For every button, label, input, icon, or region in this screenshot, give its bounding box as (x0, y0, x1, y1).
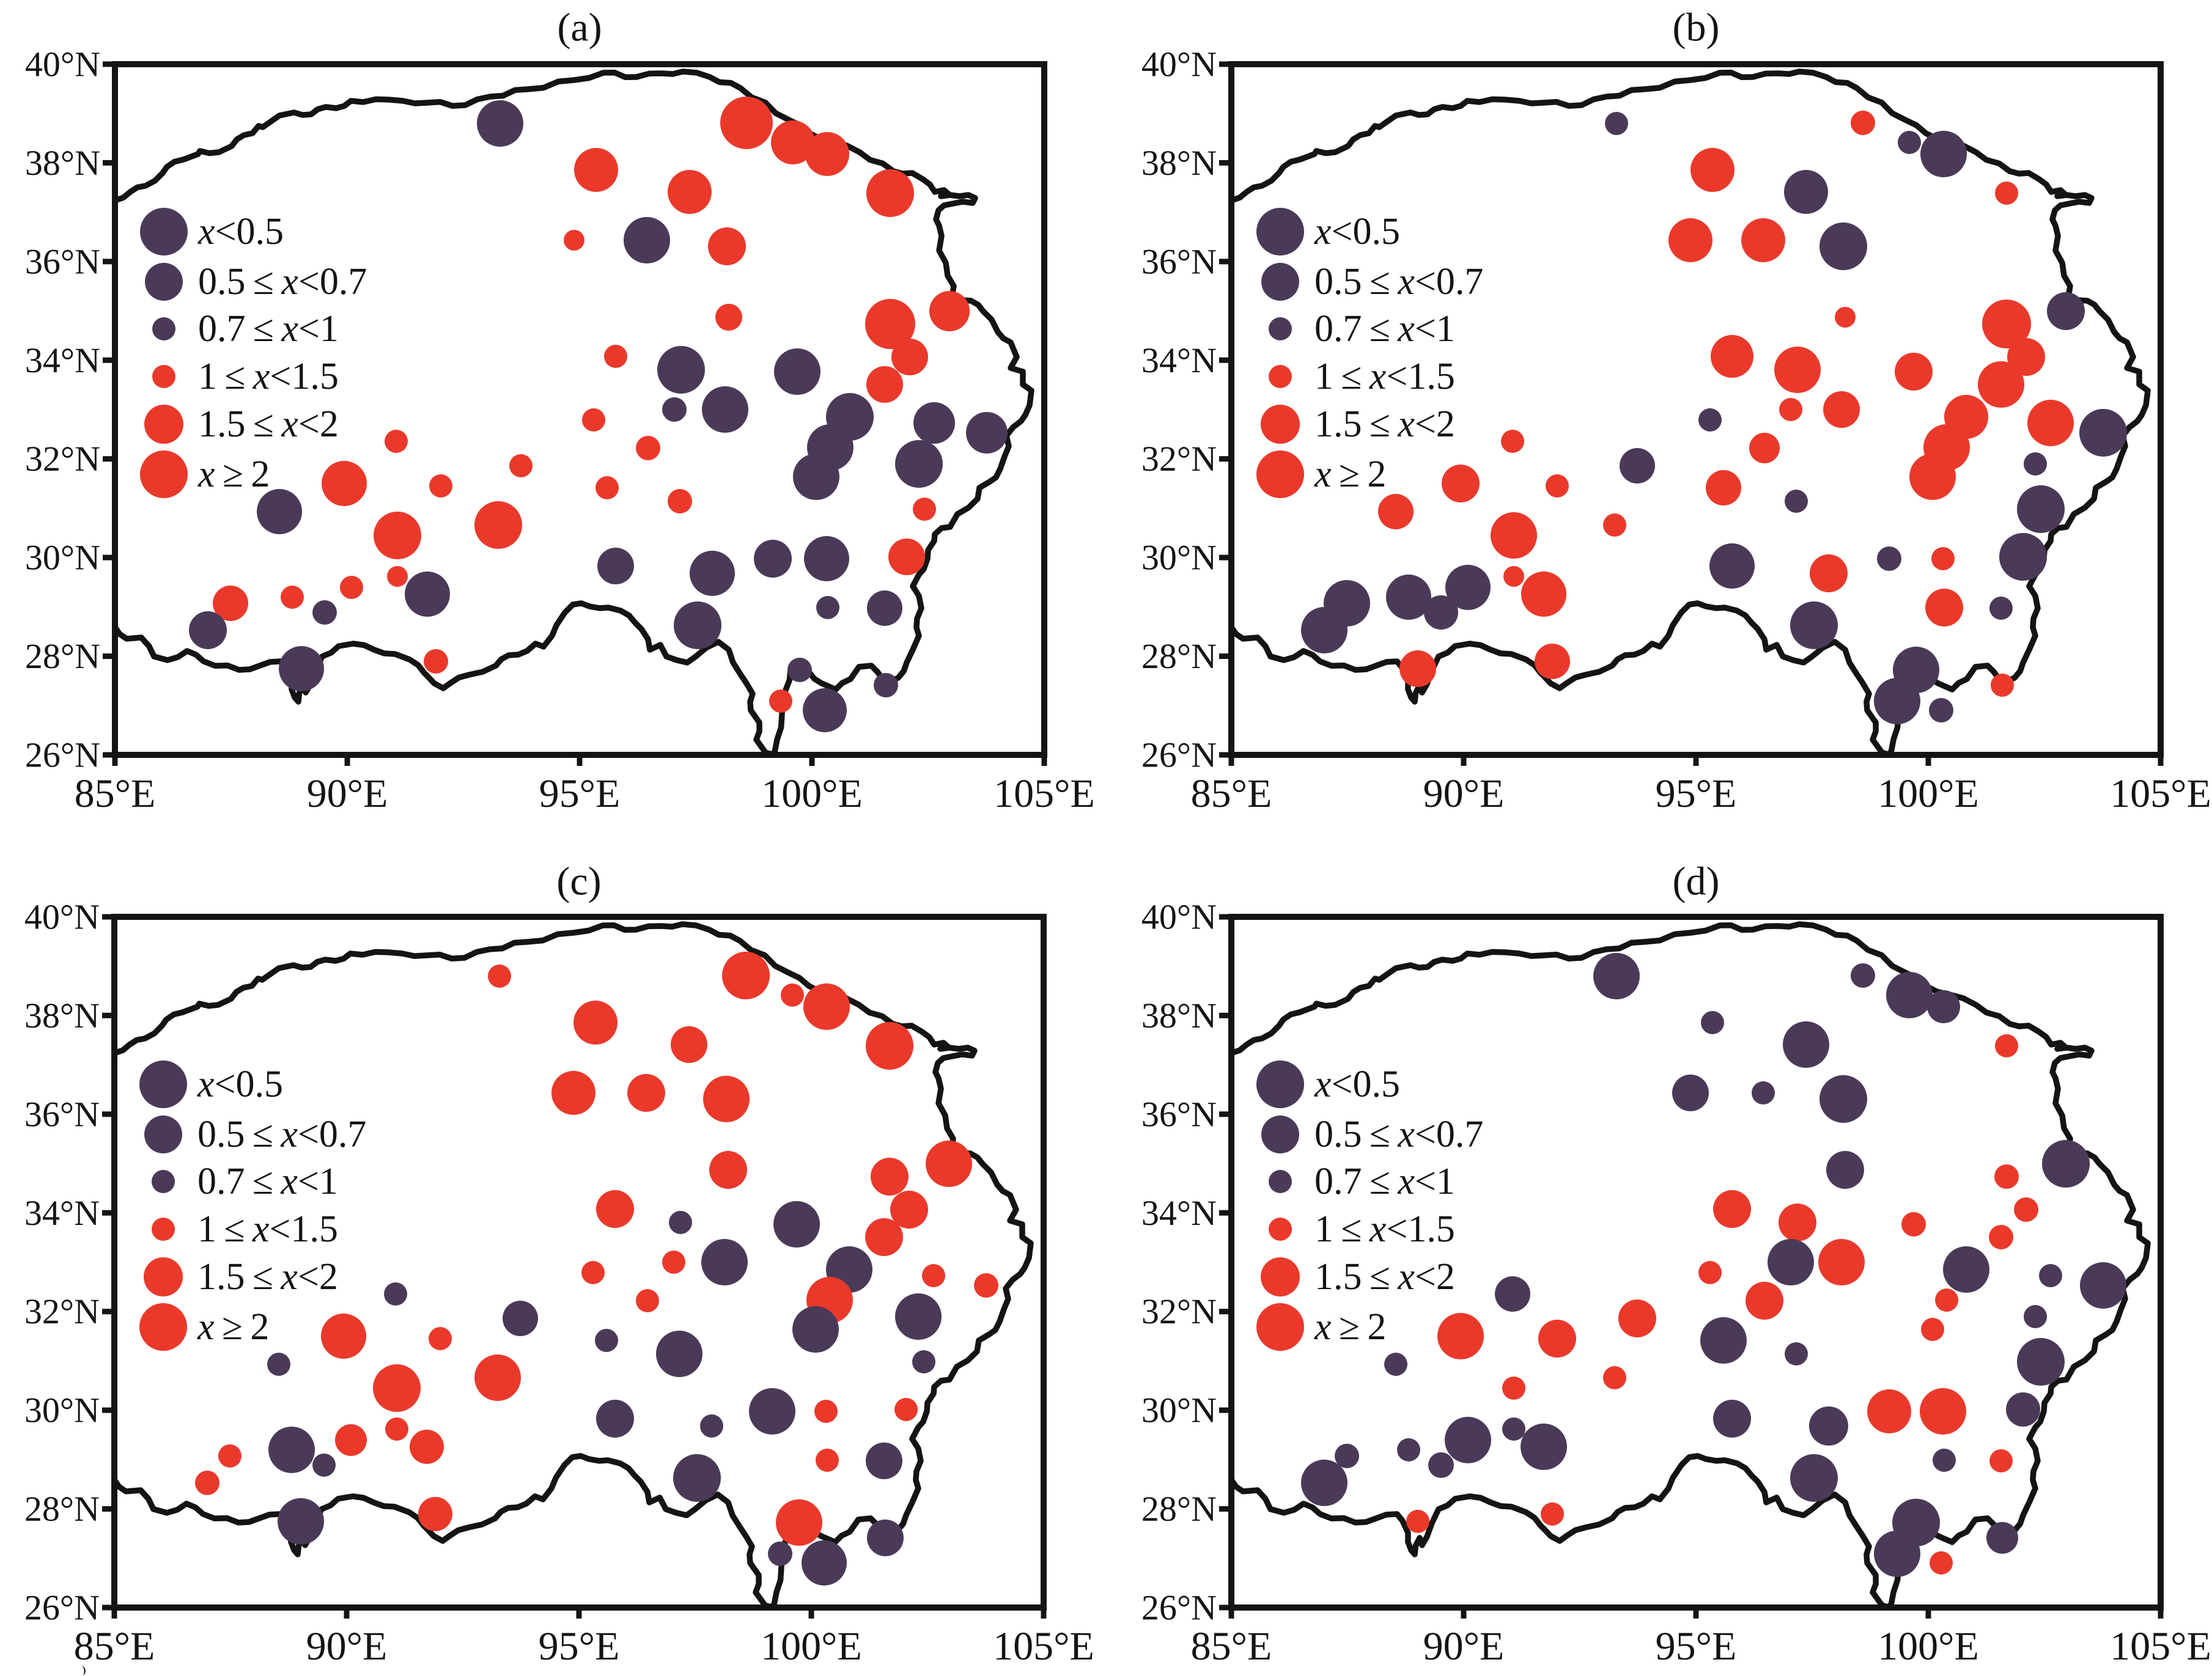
svg-text:90°E: 90°E (1423, 1624, 1505, 1669)
svg-text:x ≥ 2: x ≥ 2 (197, 1306, 269, 1348)
svg-text:28°N: 28°N (24, 1489, 100, 1529)
svg-text:40°N: 40°N (1141, 45, 1217, 84)
svg-text:100°E: 100°E (1878, 771, 1979, 816)
svg-text:x<0.5: x<0.5 (1314, 1064, 1400, 1105)
svg-text:40°N: 40°N (24, 897, 100, 937)
svg-text:100°E: 100°E (1878, 1624, 1979, 1669)
svg-text:x ≥ 2: x ≥ 2 (1314, 454, 1386, 495)
svg-text:28°N: 28°N (25, 636, 100, 676)
svg-text:85°E: 85°E (1191, 1624, 1272, 1669)
svg-text:x ≥ 2: x ≥ 2 (1314, 1306, 1386, 1348)
svg-text:100°E: 100°E (761, 771, 863, 816)
svg-text:26°N: 26°N (25, 735, 100, 775)
svg-text:38°N: 38°N (1141, 996, 1217, 1035)
svg-text:34°N: 34°N (1141, 1193, 1217, 1233)
svg-text:(d): (d) (1673, 859, 1720, 904)
svg-text:1.5 ≤ x<2: 1.5 ≤ x<2 (1314, 1256, 1455, 1298)
svg-text:32°N: 32°N (24, 1292, 100, 1331)
svg-text:x<0.5: x<0.5 (197, 211, 284, 252)
svg-text:32°N: 32°N (25, 439, 100, 479)
svg-text:34°N: 34°N (25, 340, 100, 380)
svg-text:95°E: 95°E (1656, 1624, 1737, 1669)
svg-text:32°N: 32°N (1141, 1292, 1217, 1331)
svg-text:38°N: 38°N (25, 143, 100, 183)
svg-text:105°E: 105°E (993, 1624, 1094, 1669)
svg-text:90°E: 90°E (1423, 771, 1505, 816)
svg-text:26°N: 26°N (1141, 1588, 1217, 1628)
svg-text:30°N: 30°N (25, 538, 100, 578)
svg-text:(c): (c) (556, 859, 601, 904)
svg-text:1.5 ≤ x<2: 1.5 ≤ x<2 (1314, 403, 1455, 445)
svg-text:105°E: 105°E (994, 771, 1095, 816)
svg-text:1 ≤ x<1.5: 1 ≤ x<1.5 (1314, 1208, 1455, 1250)
svg-text:30°N: 30°N (1141, 538, 1217, 578)
svg-text:0.5 ≤ x<0.7: 0.5 ≤ x<0.7 (1314, 1114, 1483, 1155)
svg-text:0.5 ≤ x<0.7: 0.5 ≤ x<0.7 (197, 1114, 366, 1155)
svg-text:36°N: 36°N (1141, 241, 1217, 281)
svg-text:0.7 ≤ x<1: 0.7 ≤ x<1 (198, 308, 339, 350)
svg-text:30°N: 30°N (1141, 1391, 1217, 1430)
svg-text:30°N: 30°N (24, 1391, 100, 1430)
svg-text:32°N: 32°N (1141, 439, 1217, 479)
svg-text:85°E: 85°E (75, 771, 156, 816)
svg-text:1 ≤ x<1.5: 1 ≤ x<1.5 (198, 356, 339, 397)
svg-text:100°E: 100°E (761, 1624, 862, 1669)
svg-text:x ≥ 2: x ≥ 2 (197, 454, 270, 495)
svg-text:105°E: 105°E (2110, 1624, 2211, 1669)
svg-text:26°N: 26°N (1141, 735, 1217, 775)
svg-text:85°E: 85°E (74, 1624, 155, 1669)
svg-text:0.5 ≤ x<0.7: 0.5 ≤ x<0.7 (198, 261, 367, 303)
svg-text:28°N: 28°N (1141, 1489, 1217, 1529)
svg-text:1.5 ≤ x<2: 1.5 ≤ x<2 (198, 403, 339, 445)
svg-text:36°N: 36°N (24, 1094, 100, 1134)
svg-text:1 ≤ x<1.5: 1 ≤ x<1.5 (197, 1208, 338, 1250)
svg-text:1 ≤ x<1.5: 1 ≤ x<1.5 (1314, 356, 1455, 397)
svg-text:26°N: 26°N (24, 1588, 100, 1628)
svg-text:x<0.5: x<0.5 (197, 1064, 283, 1105)
svg-text:38°N: 38°N (1141, 143, 1217, 183)
svg-text:85°E: 85°E (1191, 771, 1272, 816)
svg-text:36°N: 36°N (1141, 1094, 1217, 1134)
svg-text:(a): (a) (557, 6, 602, 50)
svg-text:x<0.5: x<0.5 (1314, 211, 1400, 252)
svg-text:36°N: 36°N (25, 241, 100, 281)
svg-text:28°N: 28°N (1141, 636, 1217, 676)
svg-text:95°E: 95°E (539, 771, 621, 816)
svg-text:95°E: 95°E (539, 1624, 620, 1669)
svg-text:90°E: 90°E (306, 1624, 388, 1669)
svg-text:38°N: 38°N (24, 996, 100, 1035)
svg-text:34°N: 34°N (1141, 340, 1217, 380)
svg-text:95°E: 95°E (1656, 771, 1737, 816)
svg-text:40°N: 40°N (1141, 897, 1217, 937)
svg-text:0.7 ≤ x<1: 0.7 ≤ x<1 (1314, 1161, 1455, 1202)
svg-text:34°N: 34°N (24, 1193, 100, 1233)
svg-text:(b): (b) (1673, 6, 1720, 50)
svg-text:0.5 ≤ x<0.7: 0.5 ≤ x<0.7 (1314, 261, 1483, 303)
svg-text:0.7 ≤ x<1: 0.7 ≤ x<1 (1314, 308, 1455, 350)
svg-text:0.7 ≤ x<1: 0.7 ≤ x<1 (197, 1161, 338, 1202)
svg-text:105°E: 105°E (2110, 771, 2211, 816)
svg-text:90°E: 90°E (307, 771, 388, 816)
svg-text:40°N: 40°N (25, 45, 100, 84)
svg-text:1.5 ≤ x<2: 1.5 ≤ x<2 (197, 1256, 338, 1298)
